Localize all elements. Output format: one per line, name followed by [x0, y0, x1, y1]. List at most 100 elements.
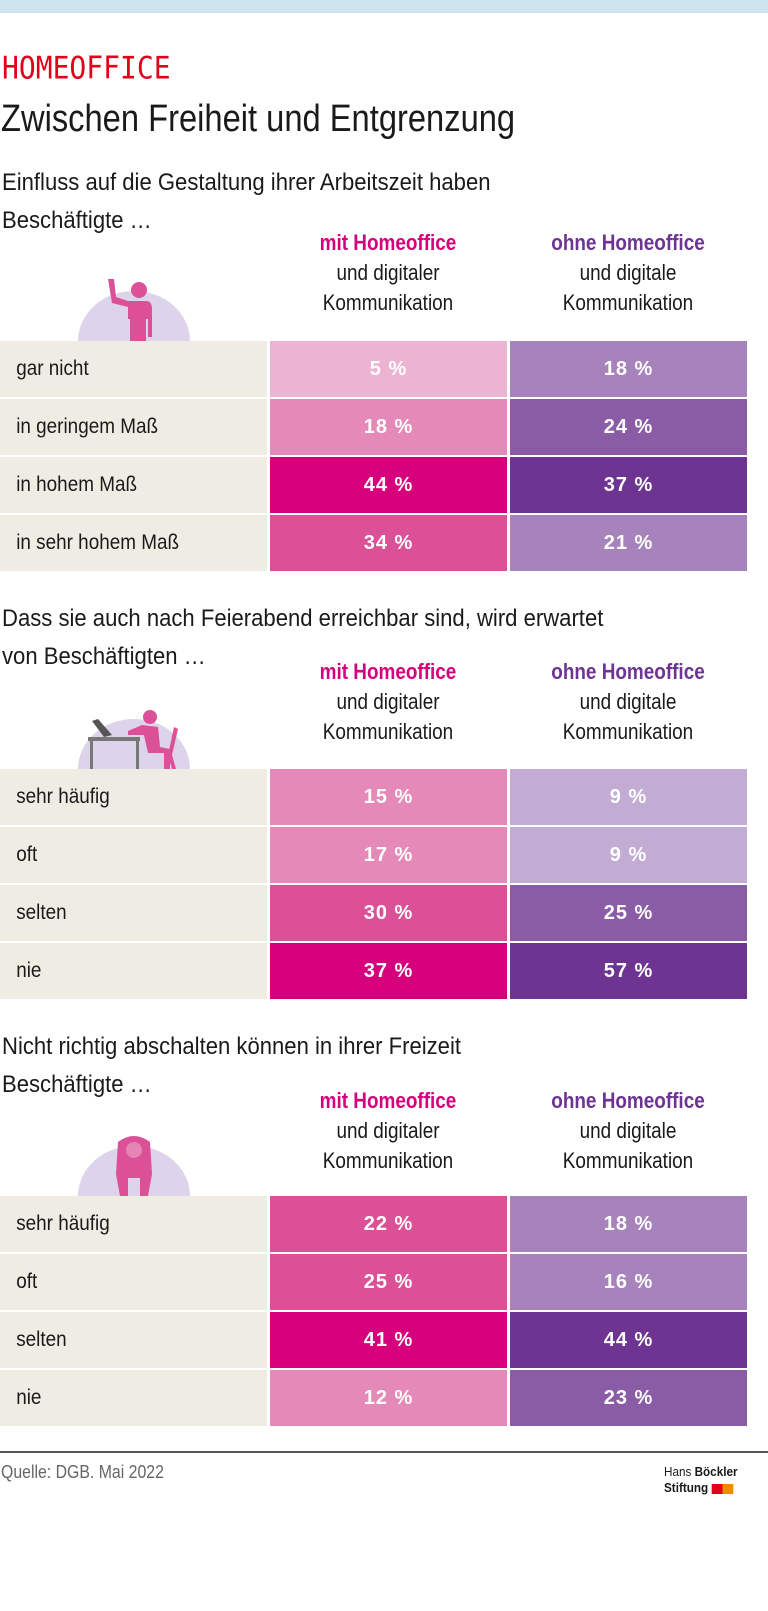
cell-ohne-homeoffice: 16 % [510, 1254, 747, 1310]
column-header-mit: mit Homeoffice und digitaler Kommunikati… [287, 1086, 490, 1176]
kicker: HOMEOFFICE [2, 50, 171, 87]
row-label: oft [0, 1254, 267, 1310]
cell-mit-homeoffice: 41 % [270, 1312, 507, 1368]
table-row: selten 30 % 25 % [0, 885, 768, 941]
cell-ohne-homeoffice: 9 % [510, 769, 747, 825]
cell-ohne-homeoffice: 9 % [510, 827, 747, 883]
cell-ohne-homeoffice: 24 % [510, 399, 747, 455]
column-header-sub: und digitaler [336, 1118, 440, 1143]
row-label-text: sehr häufig [16, 1212, 110, 1235]
hans-boeckler-logo: Hans Böckler Stiftung [664, 1464, 738, 1496]
page-title: Zwischen Freiheit und Entgrenzung [1, 98, 516, 140]
cell-mit-homeoffice: 30 % [270, 885, 507, 941]
cell-mit-homeoffice: 22 % [270, 1196, 507, 1252]
table-row: oft 17 % 9 % [0, 827, 768, 883]
column-header-sub: und digitaler [336, 260, 440, 285]
row-label: sehr häufig [0, 1196, 267, 1252]
table-row: sehr häufig 22 % 18 % [0, 1196, 768, 1252]
row-label-text: oft [16, 843, 38, 866]
row-label: selten [0, 885, 267, 941]
row-label-text: selten [16, 901, 67, 924]
row-label: in sehr hohem Maß [0, 515, 267, 571]
cell-ohne-homeoffice: 23 % [510, 1370, 747, 1426]
logo-text: Stiftung [664, 1480, 709, 1495]
column-header-title: ohne Homeoffice [551, 659, 705, 684]
section-question: Beschäftigte … [2, 1071, 152, 1098]
column-header-title: mit Homeoffice [319, 659, 457, 684]
row-label-text: selten [16, 1328, 67, 1351]
column-header-sub: Kommunikation [322, 719, 454, 744]
cell-mit-homeoffice: 15 % [270, 769, 507, 825]
column-header-sub: Kommunikation [562, 719, 694, 744]
person-raising-hand-icon [78, 279, 190, 341]
table-row: gar nicht 5 % 18 % [0, 341, 768, 397]
row-label: gar nicht [0, 341, 267, 397]
table-row: in hohem Maß 44 % 37 % [0, 457, 768, 513]
row-label: in hohem Maß [0, 457, 267, 513]
cell-ohne-homeoffice: 25 % [510, 885, 747, 941]
cell-ohne-homeoffice: 44 % [510, 1312, 747, 1368]
row-label-text: in hohem Maß [16, 473, 138, 496]
cell-mit-homeoffice: 5 % [270, 341, 507, 397]
cell-mit-homeoffice: 34 % [270, 515, 507, 571]
section-question: Einfluss auf die Gestaltung ihrer Arbeit… [2, 169, 491, 196]
column-header-mit: mit Homeoffice und digitaler Kommunikati… [287, 657, 490, 747]
table-row: nie 12 % 23 % [0, 1370, 768, 1426]
column-header-title: mit Homeoffice [319, 1088, 457, 1113]
cell-mit-homeoffice: 12 % [270, 1370, 507, 1426]
column-header-sub: Kommunikation [562, 290, 694, 315]
row-label: oft [0, 827, 267, 883]
column-header-sub: Kommunikation [562, 1148, 694, 1173]
section-question: Dass sie auch nach Feierabend erreichbar… [2, 605, 604, 632]
column-header-ohne: ohne Homeoffice und digitale Kommunikati… [527, 657, 730, 747]
cell-mit-homeoffice: 17 % [270, 827, 507, 883]
table-row: selten 41 % 44 % [0, 1312, 768, 1368]
row-label-text: gar nicht [16, 357, 89, 380]
row-label-text: oft [16, 1270, 38, 1293]
column-header-sub: Kommunikation [322, 1148, 454, 1173]
row-label-text: sehr häufig [16, 785, 110, 808]
top-bar [0, 0, 768, 13]
row-label: nie [0, 1370, 267, 1426]
row-label: sehr häufig [0, 769, 267, 825]
column-header-sub: und digitale [579, 1118, 677, 1143]
table-row: oft 25 % 16 % [0, 1254, 768, 1310]
section-question: von Beschäftigten … [2, 643, 206, 670]
source-note: Quelle: DGB. Mai 2022 [1, 1462, 164, 1482]
cell-ohne-homeoffice: 18 % [510, 341, 747, 397]
section-question: Beschäftigte … [2, 207, 152, 234]
column-header-sub: Kommunikation [322, 290, 454, 315]
column-header-sub: und digitaler [336, 689, 440, 714]
table-row: nie 37 % 57 % [0, 943, 768, 999]
cell-mit-homeoffice: 18 % [270, 399, 507, 455]
cell-mit-homeoffice: 44 % [270, 457, 507, 513]
column-header-title: ohne Homeoffice [551, 230, 705, 255]
cell-mit-homeoffice: 37 % [270, 943, 507, 999]
cell-ohne-homeoffice: 21 % [510, 515, 747, 571]
column-header-ohne: ohne Homeoffice und digitale Kommunikati… [527, 1086, 730, 1176]
row-label-text: nie [16, 959, 42, 982]
logo-text: Hans [664, 1464, 692, 1479]
cell-ohne-homeoffice: 57 % [510, 943, 747, 999]
table-row: in sehr hohem Maß 34 % 21 % [0, 515, 768, 571]
column-header-title: ohne Homeoffice [551, 1088, 705, 1113]
column-header-sub: und digitale [579, 689, 677, 714]
section-question: Nicht richtig abschalten können in ihrer… [2, 1033, 461, 1060]
row-label: nie [0, 943, 267, 999]
column-header-sub: und digitale [579, 260, 677, 285]
footer-divider [0, 1451, 768, 1453]
column-header-title: mit Homeoffice [319, 230, 457, 255]
cell-ohne-homeoffice: 18 % [510, 1196, 747, 1252]
cell-ohne-homeoffice: 37 % [510, 457, 747, 513]
row-label: selten [0, 1312, 267, 1368]
column-header-mit: mit Homeoffice und digitaler Kommunikati… [287, 228, 490, 318]
row-label-text: in geringem Maß [16, 415, 159, 438]
exhausted-person-icon [78, 1136, 190, 1196]
cell-mit-homeoffice: 25 % [270, 1254, 507, 1310]
column-header-ohne: ohne Homeoffice und digitale Kommunikati… [527, 228, 730, 318]
row-label: in geringem Maß [0, 399, 267, 455]
table-row: in geringem Maß 18 % 24 % [0, 399, 768, 455]
table-row: sehr häufig 15 % 9 % [0, 769, 768, 825]
row-label-text: nie [16, 1386, 42, 1409]
